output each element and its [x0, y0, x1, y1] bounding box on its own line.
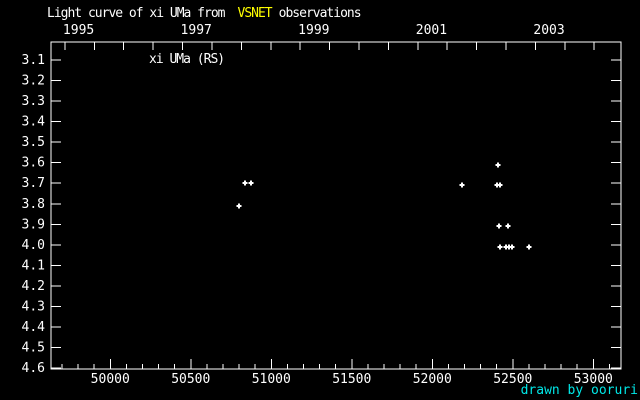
data-point	[242, 180, 248, 186]
x2-year-label: 1999	[298, 23, 329, 38]
data-point	[497, 182, 503, 188]
series-label: xi UMa (RS)	[149, 52, 225, 67]
x2-year-label: 2001	[416, 23, 447, 38]
chart-title-prefix: Light curve of xi UMa from	[47, 6, 225, 21]
data-point	[495, 162, 501, 168]
x2-year-label: 1995	[63, 23, 94, 38]
x-tick-label: 50500	[171, 372, 210, 387]
y-tick-label: 4.1	[22, 258, 45, 273]
y-tick-label: 4.4	[22, 320, 46, 335]
plot-frame	[50, 41, 622, 370]
data-point	[459, 182, 465, 188]
y-tick-label: 3.4	[22, 115, 46, 130]
chart-title: Light curve of xi UMa from VSNET observati…	[47, 6, 362, 21]
data-point	[236, 203, 242, 209]
y-tick-label: 3.7	[22, 176, 45, 191]
data-point	[248, 180, 254, 186]
y-tick-label: 4.3	[22, 299, 45, 314]
y-tick-label: 4.5	[22, 340, 45, 355]
data-point	[526, 244, 532, 250]
y-tick-label: 3.8	[22, 197, 45, 212]
y-tick-label: 4.2	[22, 279, 45, 294]
chart-title-source: VSNET	[237, 6, 273, 21]
x-tick-label: 52000	[413, 372, 452, 387]
data-point	[496, 223, 502, 229]
y-tick-label: 3.1	[22, 53, 45, 68]
y-tick-label: 3.9	[22, 217, 45, 232]
credit-text: drawn by ooruri	[520, 383, 638, 398]
x-tick-label: 50000	[91, 372, 130, 387]
x2-year-label: 1997	[181, 23, 212, 38]
data-point	[509, 244, 515, 250]
x2-year-label: 2003	[533, 23, 564, 38]
y-tick-label: 3.6	[22, 156, 45, 171]
x-tick-label: 53000	[574, 372, 613, 387]
y-tick-label: 3.3	[22, 94, 45, 109]
x-tick-label: 51000	[252, 372, 291, 387]
data-point	[497, 244, 503, 250]
y-tick-label: 4.0	[22, 238, 45, 253]
y-tick-label: 3.5	[22, 135, 45, 150]
x-tick-label: 51500	[332, 372, 371, 387]
data-point	[505, 223, 511, 229]
y-tick-label: 4.6	[22, 361, 45, 376]
y-tick-label: 3.2	[22, 74, 45, 89]
x-tick-label: 52500	[493, 372, 532, 387]
chart-title-suffix: observations	[278, 6, 362, 21]
